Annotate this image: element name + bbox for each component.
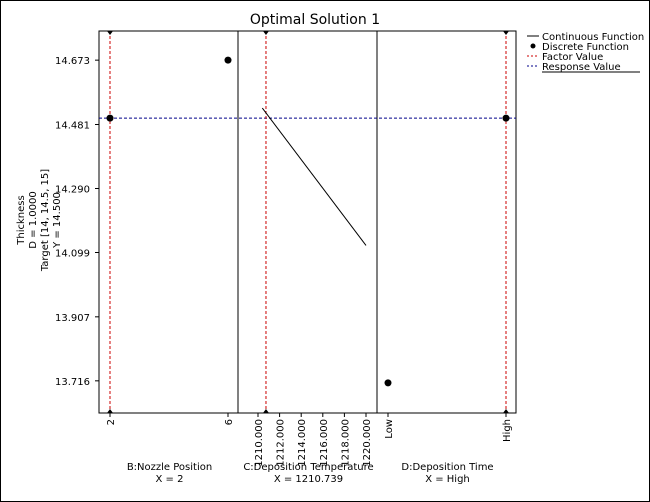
factor-marker-top [107, 31, 113, 35]
legend-marker [530, 43, 536, 49]
y-axis-label-line: Y = 14.500 [52, 192, 63, 249]
x-tick-label: 1216.000 [319, 419, 330, 467]
x-tick-label: High [502, 419, 513, 442]
x-tick-label: 1210.000 [254, 419, 265, 467]
x-tick-label: 6 [224, 419, 235, 425]
y-tick-label: 13.716 [55, 377, 90, 388]
legend-label: Discrete Function [542, 42, 629, 53]
y-axis-label-line: Thickness [16, 195, 27, 245]
legend-label: Response Value [542, 62, 621, 73]
x-tick-label: 2 [106, 419, 117, 425]
legend-label: Continuous Function [542, 32, 644, 43]
panel-setting: X = 2 [156, 474, 184, 485]
discrete-point [106, 114, 114, 122]
y-axis-label-line: Target [14, 14.5, 15] [40, 169, 51, 272]
x-tick-label: 1212.000 [276, 419, 287, 467]
panel-xlabel: B:Nozzle Position [127, 462, 212, 473]
legend-label: Factor Value [542, 52, 603, 63]
y-tick-label: 14.673 [55, 56, 90, 67]
y-tick-label: 14.290 [55, 184, 90, 195]
y-tick-label: 13.907 [55, 313, 90, 324]
y-tick-label: 14.099 [55, 248, 90, 259]
chart-title: Optimal Solution 1 [250, 12, 380, 28]
panel-setting: X = 1210.739 [274, 474, 343, 485]
discrete-point [224, 56, 232, 64]
factor-marker-bottom [503, 409, 509, 413]
factor-marker-bottom [107, 409, 113, 413]
factor-marker-top [262, 31, 269, 35]
x-tick-label: 1220.000 [362, 419, 373, 467]
panel-setting: X = High [425, 474, 470, 485]
factor-marker-top [503, 31, 509, 35]
y-axis-label-line: D = 1.0000 [28, 191, 39, 248]
plot-frame [98, 30, 517, 414]
panel-xlabel: C:Deposition Temperature [243, 462, 373, 473]
discrete-point [502, 114, 510, 122]
x-tick-label: 1214.000 [297, 419, 308, 467]
discrete-point [384, 379, 392, 387]
y-tick-label: 14.481 [55, 120, 90, 131]
panel-xlabel: D:Deposition Time [401, 462, 493, 473]
factor-marker-bottom [262, 409, 269, 413]
x-tick-label: 1218.000 [340, 419, 351, 467]
continuous-function-line [261, 107, 367, 246]
x-tick-label: Low [384, 419, 395, 439]
